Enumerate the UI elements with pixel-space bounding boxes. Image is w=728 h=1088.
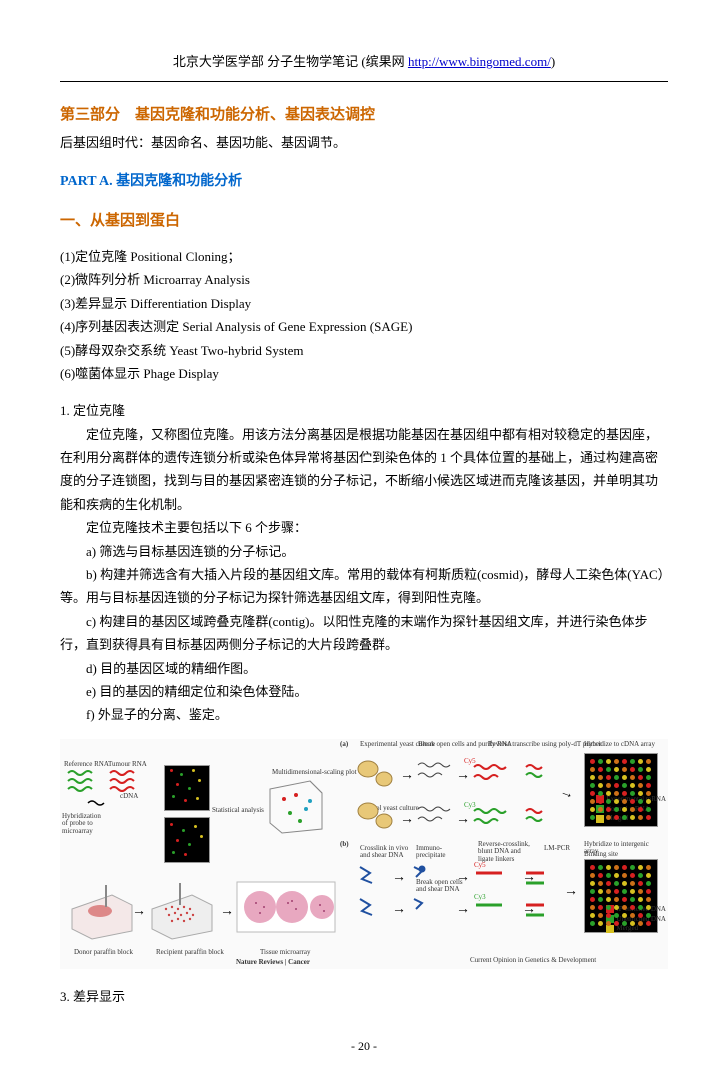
fig-credit: Current Opinion in Genetics & Developmen…: [470, 957, 596, 965]
microarray-figure: (a) Experimental yeast culture Break ope…: [60, 739, 668, 969]
item-1-para2: 定位克隆技术主要包括以下 6 个步骤：: [60, 516, 668, 539]
fig-label: Hybridize to cDNA array: [584, 741, 655, 749]
fig-label: Reference RNA: [64, 761, 109, 769]
method-item: (6)噬菌体显示 Phage Display: [60, 362, 668, 385]
page-header: 北京大学医学部 分子生物学笔记 (缤果网 http://www.bingomed…: [60, 50, 668, 82]
methods-list: (1)定位克隆 Positional Cloning； (2)微阵列分析 Mic…: [60, 245, 668, 385]
arrow-icon: →: [456, 807, 470, 832]
method-item: (1)定位克隆 Positional Cloning；: [60, 245, 668, 268]
method-item: (5)酵母双杂交系统 Yeast Two-hybrid System: [60, 339, 668, 362]
arrow-icon: →: [522, 865, 536, 890]
header-text-left: 北京大学医学部 分子生物学笔记 (缤果网: [173, 54, 408, 69]
fig-label: Tumour RNA: [108, 761, 147, 769]
section-subtitle: 后基因组时代：基因命名、基因功能、基因调节。: [60, 131, 668, 154]
fig-label: LM-PCR: [544, 845, 570, 853]
rna-labeled-icon: Cy5 Cy3: [416, 755, 566, 835]
svg-text:Cy3: Cy3: [474, 893, 486, 901]
arrow-icon: →: [456, 897, 470, 922]
fig-label: Tissue microarray: [260, 949, 310, 957]
arrow-icon: →: [392, 865, 406, 890]
fig-label: Recipient paraffin block: [156, 949, 224, 957]
step-a: a) 筛选与目标基因连锁的分子标记。: [60, 540, 668, 563]
fig-label: Binding site: [584, 851, 618, 859]
method-item: (4)序列基因表达测定 Serial Analysis of Gene Expr…: [60, 315, 668, 338]
method-item: (2)微阵列分析 Microarray Analysis: [60, 268, 668, 291]
heading-gene-to-protein: 一、从基因到蛋白: [60, 208, 668, 235]
arrow-icon: →: [456, 763, 470, 788]
fig-credit: Nature Reviews | Cancer: [236, 959, 310, 967]
section-title: 第三部分 基因克隆和功能分析、基因表达调控: [60, 102, 668, 129]
header-text-right: ): [551, 54, 555, 69]
method-item: (3)差异显示 Differentiation Display: [60, 292, 668, 315]
arrow-icon: →: [456, 865, 470, 890]
fig-label: Hybridization of probe to microarray: [62, 813, 108, 836]
rna-squiggles-icon: [66, 769, 146, 813]
svg-text:Cy5: Cy5: [474, 861, 486, 869]
step-e: e) 目的基因的精细定位和染色体登陆。: [60, 680, 668, 703]
header-link[interactable]: http://www.bingomed.com/: [408, 54, 551, 69]
item-1-title: 1. 定位克隆: [60, 399, 668, 422]
arrow-icon: →: [400, 763, 414, 788]
fig-label: Multidimensional-scaling plot: [272, 769, 357, 777]
arrow-icon: →: [400, 807, 414, 832]
yeast-flasks-icon: [356, 755, 396, 835]
arrow-icon: →: [522, 897, 536, 922]
step-b: b) 构建并筛选含有大插入片段的基因组文库。常用的载体有柯斯质粒(cosmid)…: [60, 563, 668, 610]
item-1-para1: 定位克隆，又称图位克隆。用该方法分离基因是根据功能基因在基因组中都有相对较稳定的…: [60, 423, 668, 517]
arrow-icon: →: [392, 897, 406, 922]
arrow-icon: →: [220, 899, 234, 924]
scaling-plot-icon: [266, 779, 326, 835]
fig-label-b: (b): [340, 841, 349, 849]
tissue-microarray-icon: [236, 881, 336, 941]
step-d: d) 目的基因区域的精细作图。: [60, 657, 668, 680]
step-c: c) 构建目的基因区域跨叠克隆群(contig)。以阳性克隆的末端作为探针基因组…: [60, 610, 668, 657]
part-a-heading: PART A. 基因克隆和功能分析: [60, 169, 668, 194]
arrow-icon: →: [132, 899, 146, 924]
page-number: - 20 -: [60, 1036, 668, 1058]
fig-label-a: (a): [340, 741, 348, 749]
fig-label: Statistical analysis: [212, 807, 264, 815]
fig-label: Donor paraffin block: [74, 949, 133, 957]
item-3-title: 3. 差异显示: [60, 985, 668, 1008]
arrow-icon: →: [564, 879, 578, 904]
step-f: f) 外显子的分离、鉴定。: [60, 703, 668, 726]
